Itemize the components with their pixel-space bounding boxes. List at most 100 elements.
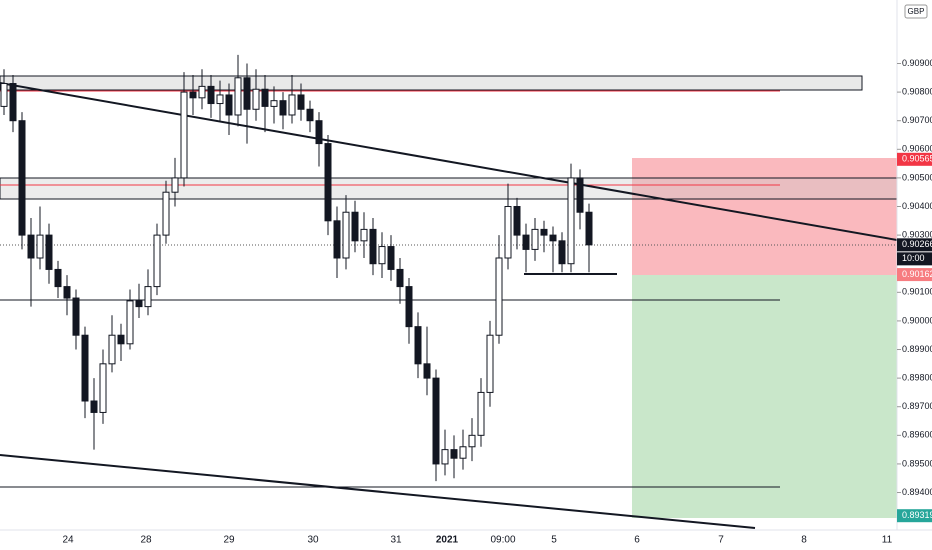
candle-body [360,228,368,242]
candle-body [432,377,440,465]
candle-body [153,234,161,288]
candle-body [387,246,395,270]
candle-body [531,228,539,250]
currency-box [904,4,928,19]
x-tick-label: 7 [718,535,724,546]
candle-body [378,246,386,265]
trendline [0,454,756,529]
candle-body [441,449,449,465]
last-price-bg [897,238,932,252]
y-tick-label: 0.89500 [902,458,932,468]
x-tick-label: 24 [62,535,74,546]
y-tick-label: 0.90100 [902,287,932,297]
resistance-zone [0,75,863,91]
candle-body [504,206,512,259]
currency: GBP [908,7,925,16]
drawings [0,75,898,529]
candle-body [90,400,98,413]
candle-body [288,94,296,116]
candle-body [189,91,197,99]
y-tick-label: 0.89900 [902,344,932,354]
candle-body [279,100,287,116]
candle-body [81,334,89,402]
candle-body [63,286,71,299]
mid-zone [0,177,898,200]
y-tick-label: 0.90400 [902,201,932,211]
candle-body [180,91,188,179]
candle-body [297,94,305,110]
y-tick-label: 0.89400 [902,487,932,497]
candle-body [0,83,8,107]
trendline [0,82,898,241]
entry-price: 0.90162 [902,269,932,279]
candle-body [45,234,53,270]
candle-body [324,143,332,222]
candle-body [207,85,215,105]
candle-body [468,434,476,448]
x-tick-label: 11 [882,535,893,546]
entry-price-bg [897,268,932,282]
candle-body [333,220,341,259]
candle-body [549,234,557,242]
candle-body [144,286,152,308]
candle-body [522,234,530,250]
candle-body [99,363,107,413]
candle-body [306,108,314,122]
y-tick-label: 0.90600 [902,144,932,154]
candle-body [369,228,377,265]
candle-body [9,83,17,122]
candle-body [459,446,467,459]
candle-body [261,88,269,107]
x-tick-label: 5 [551,535,557,546]
last-price: 0.90266 [902,239,932,249]
y-tick-label: 0.90900 [902,58,932,68]
y-tick-label: 0.89700 [902,401,932,411]
candle-body [576,177,584,213]
candle-body [486,334,494,393]
candle-body [108,334,116,365]
candle-body [162,191,170,236]
countdown: 10:00 [902,253,925,263]
candle-body [27,234,35,259]
candle-body [126,300,134,345]
x-tick-label: 28 [140,535,152,546]
x-tick-label: 2021 [436,535,459,546]
candle-body [450,449,458,459]
candle-body [270,100,278,107]
candle-body [342,211,350,259]
y-tick-label: 0.90700 [902,115,932,125]
candle-body [585,211,593,246]
target-price-bg [897,509,932,523]
candle-body [234,77,242,116]
candle-body [351,211,359,242]
candle-body [477,391,485,436]
candle-body [495,257,503,336]
candle-body [225,94,233,116]
x-tick-label: 29 [223,535,235,546]
candle-body [540,228,548,236]
y-tick-label: 0.89600 [902,430,932,440]
candle-body [117,334,125,345]
candle-body [72,297,80,336]
candle-body [423,363,431,379]
y-tick-label: 0.90300 [902,229,932,239]
y-tick-label: 0.90000 [902,315,932,325]
candle-body [135,300,143,308]
candle-body [243,77,251,110]
target-price: 0.89319 [902,510,932,520]
x-tick-label: 31 [390,535,402,546]
stop-price: 0.90565 [902,154,932,164]
x-tick-label: 30 [307,535,319,546]
candle-body [558,240,566,265]
candle-body [18,120,26,236]
y-tick-label: 0.89800 [902,372,932,382]
y-tick-label: 0.90500 [902,172,932,182]
candle-body [513,206,521,236]
y-tick-label: 0.90800 [902,86,932,96]
candle-body [414,326,422,365]
candle-body [198,85,206,99]
x-tick-label: 09:00 [490,535,515,546]
stop-price-bg [897,152,932,166]
candle-body [54,268,62,288]
